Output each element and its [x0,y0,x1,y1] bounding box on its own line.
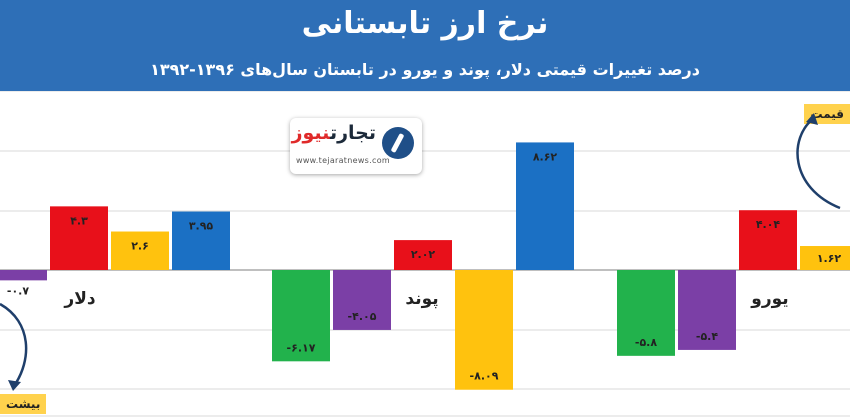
value-label-2-1: -۵.۴ [696,330,718,343]
category-label-2: یورو [750,289,788,309]
value-label-0-2: ۲.۶ [131,240,149,253]
value-label-1-3: -۸.۰۹ [470,370,499,383]
chart-subtitle: درصد تغییرات قیمتی دلار، پوند و یورو در … [150,60,700,79]
category-label-0: دلار [63,289,95,309]
chart-title: نرخ ارز تابستانی [301,6,549,41]
value-label-0-3: ۳.۹۵ [189,220,214,233]
logo-name-part2: نیوز [291,122,330,144]
bar-2-0 [617,270,675,356]
bar-1-1 [333,270,391,330]
category-label-1: پوند [405,289,438,309]
tejaratnews-logo: تجارتنیوز www.tejaratnews.com [290,118,422,174]
value-label-2-3: ۱.۶۲ [817,252,842,265]
logo-url: www.tejaratnews.com [296,156,390,165]
bar-1-0 [272,270,330,362]
value-label-0-0: -۰.۷ [7,284,29,297]
bar-2-1 [678,270,736,350]
value-label-0-1: ۴.۳ [70,214,88,227]
bar-2-3 [800,246,850,270]
bar-2-2 [739,210,797,270]
value-label-1-0: -۶.۱۷ [287,341,316,354]
bar-1-4 [516,142,574,270]
logo-name-part1: تجارت [329,122,376,144]
curved-arrow-bottom-icon [0,302,28,391]
curved-arrow-top-icon [796,113,841,210]
logo-text: تجارتنیوز [292,122,376,144]
bar-0-1 [50,206,108,270]
header-banner: نرخ ارز تابستانی درصد تغییرات قیمتی دلار… [0,0,850,91]
value-label-1-2: ۲.۰۲ [411,248,436,261]
bar-1-3 [455,270,513,390]
most-tag: بیشت [0,394,47,414]
logo-mark-icon [382,127,414,159]
value-label-1-4: ۸.۶۲ [533,150,558,163]
value-label-1-1: -۴.۰۵ [348,310,377,323]
bar-0-0 [0,270,47,281]
bar-chart: -۰.۷ ۴.۳ ۲.۶ ۳.۹۵ دلار -۶.۱۷ -۴.۰۵ ۲.۰۲ -۸.۰۹ ۸.۶… [0,91,850,417]
bar-0-3 [172,211,230,270]
value-label-2-0: -۵.۸ [635,336,657,349]
bar-1-2 [394,240,452,270]
bar-0-2 [111,231,169,270]
value-label-2-2: ۴.۰۴ [756,218,781,231]
